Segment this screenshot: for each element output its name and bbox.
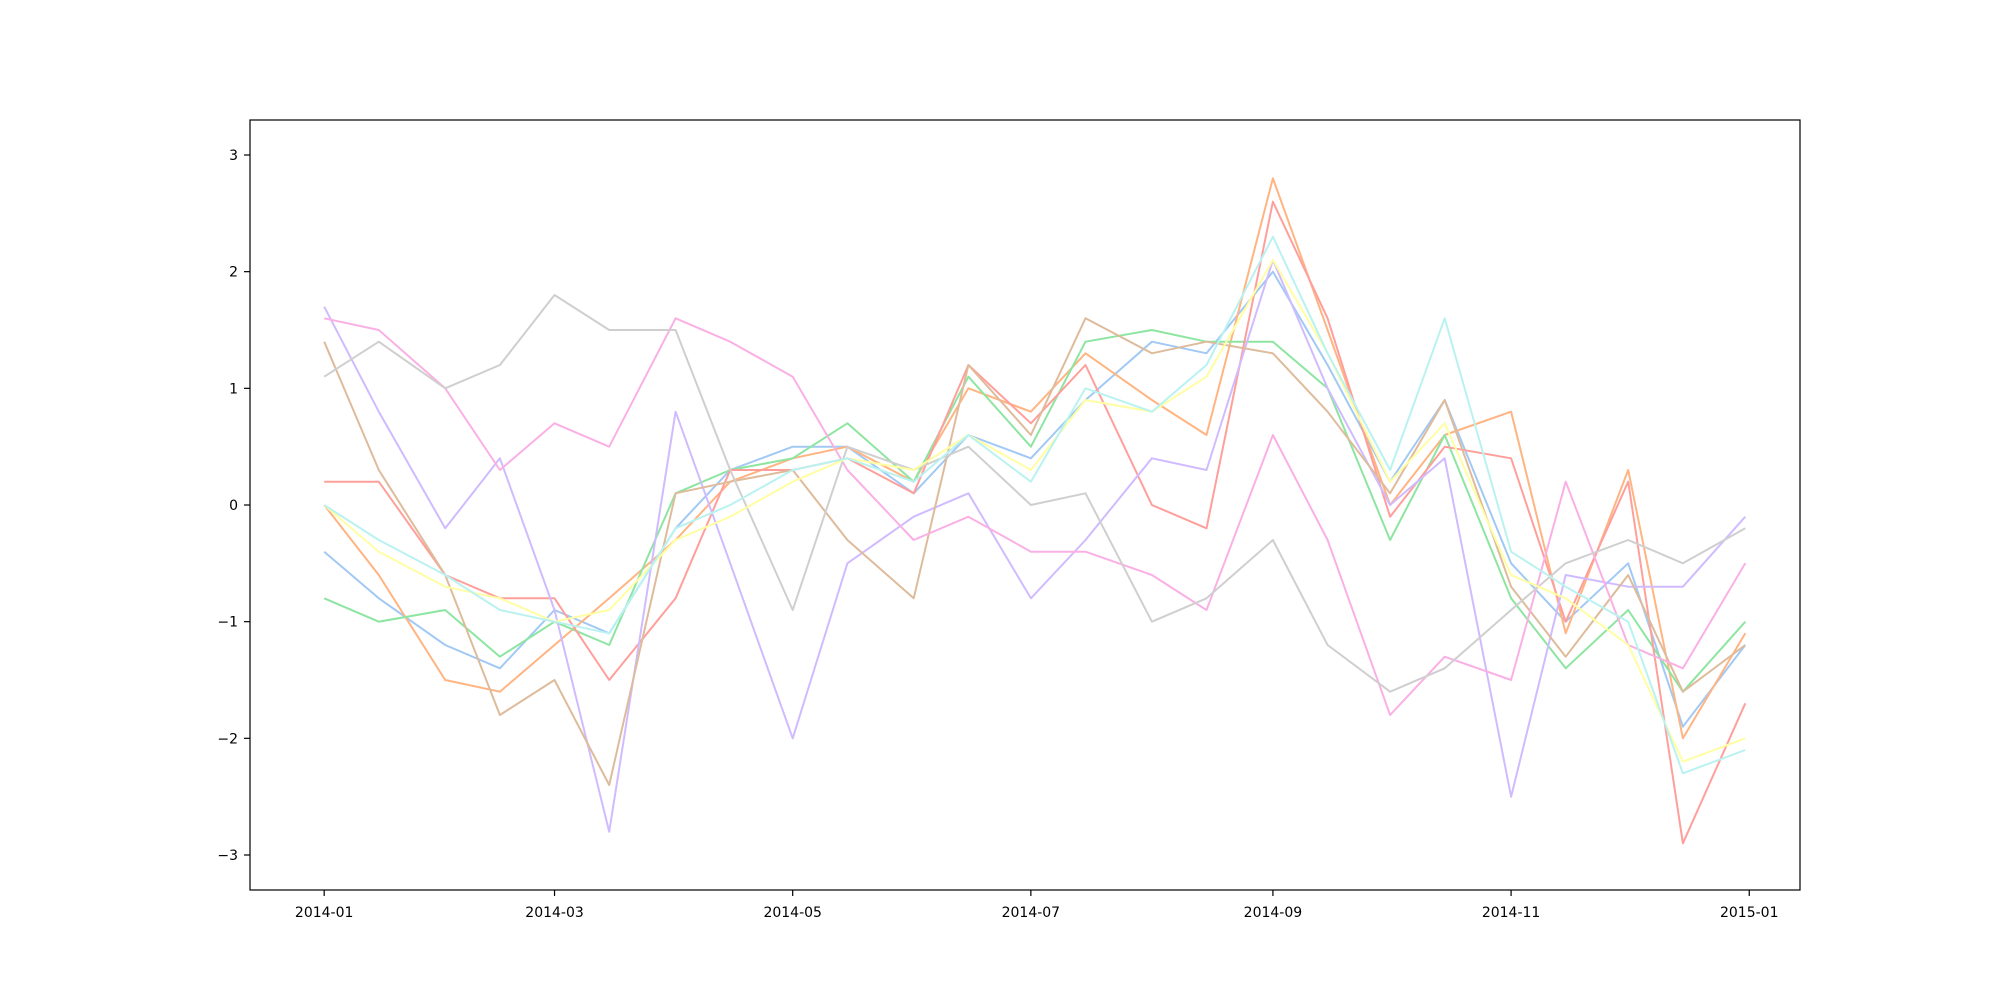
y-tick-label-6: 3 [229, 148, 238, 164]
x-tick-label-3: 2014-07 [1002, 905, 1061, 921]
y-tick-label-4: 1 [229, 381, 238, 397]
series-line-4 [324, 200, 1747, 845]
x-tick-label-6: 2015-01 [1720, 905, 1779, 921]
x-tick-label-2: 2014-05 [763, 905, 822, 921]
x-tick-label-1: 2014-03 [525, 905, 584, 921]
y-tick-label-1: −2 [217, 731, 238, 747]
series-line-7 [323, 317, 1747, 716]
series-line-6 [323, 317, 1746, 786]
x-tick-label-0: 2014-01 [295, 905, 354, 921]
series-layer [323, 177, 1747, 845]
series-line-10 [323, 235, 1746, 775]
series-line-3 [323, 329, 1747, 693]
y-tick-label-5: 2 [229, 265, 238, 281]
series-line-8 [323, 294, 1746, 693]
x-axis: 2014-01 2014-03 2014-05 2014-07 2014-09 2014-… [295, 890, 1779, 921]
x-tick-label-5: 2014-11 [1482, 905, 1541, 921]
series-line-5 [323, 259, 1747, 833]
y-tick-label-2: −1 [217, 615, 238, 631]
series-line-9 [323, 259, 1746, 763]
series-line-2 [323, 177, 1747, 740]
plot-area-frame [249, 119, 1801, 891]
y-axis: −3 −2 −1 0 1 2 3 [217, 148, 250, 864]
y-tick-label-3: 0 [229, 498, 238, 514]
y-tick-label-0: −3 [217, 848, 238, 864]
x-tick-label-4: 2014-09 [1244, 905, 1303, 921]
